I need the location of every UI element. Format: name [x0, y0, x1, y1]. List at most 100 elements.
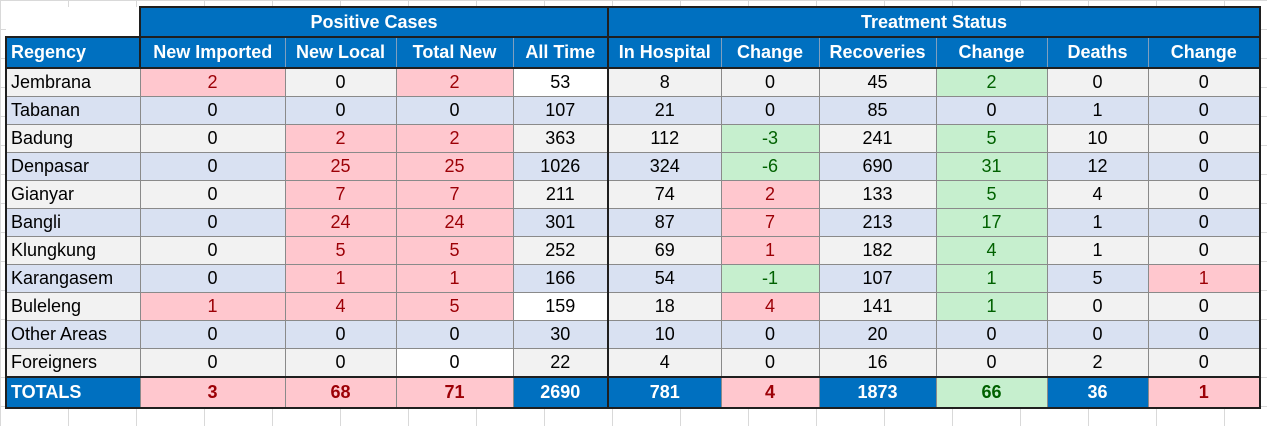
cell-all-time[interactable]: 211 — [512, 180, 610, 209]
cell-all-time[interactable]: 252 — [512, 236, 610, 265]
cell-regency[interactable]: Klungkung — [5, 236, 141, 265]
cell-recoveries[interactable]: 107 — [818, 264, 937, 293]
cell-new-local[interactable]: 0 — [284, 348, 397, 378]
cell-new-imported[interactable]: 0 — [139, 180, 286, 209]
cell-hospital-change[interactable]: 0 — [720, 348, 820, 378]
cell-new-local[interactable]: 24 — [284, 208, 397, 237]
cell-recoveries-change[interactable]: 5 — [935, 124, 1048, 153]
cell-total-new[interactable]: 24 — [395, 208, 514, 237]
cell-total-new[interactable]: 7 — [395, 180, 514, 209]
cell-deaths-change[interactable]: 0 — [1147, 208, 1262, 237]
cell-deaths-change[interactable]: 0 — [1147, 152, 1262, 181]
cell-new-imported[interactable]: 0 — [139, 236, 286, 265]
cell-new-local[interactable]: 0 — [284, 96, 397, 125]
cell-hospital-change[interactable]: -3 — [720, 124, 820, 153]
cell-new-imported[interactable]: 0 — [139, 264, 286, 293]
cell-recoveries-change[interactable]: 0 — [935, 96, 1048, 125]
cell-total-new[interactable]: 25 — [395, 152, 514, 181]
cell-recoveries[interactable]: 141 — [818, 292, 937, 321]
cell-new-imported[interactable]: 0 — [139, 348, 286, 378]
cell-total-new[interactable]: 2 — [395, 124, 514, 153]
cell-regency[interactable]: Tabanan — [5, 96, 141, 125]
cell-hospital-change[interactable]: 0 — [720, 320, 820, 349]
cell-new-local[interactable]: 4 — [284, 292, 397, 321]
cell-hospital-change[interactable]: 0 — [720, 67, 820, 97]
cell-new-imported[interactable]: 0 — [139, 124, 286, 153]
cell-in-hospital[interactable]: 324 — [607, 152, 722, 181]
cell-hospital-change[interactable]: 7 — [720, 208, 820, 237]
cell-recoveries-change[interactable]: 2 — [935, 67, 1048, 97]
total-deaths-change[interactable]: 1 — [1147, 376, 1262, 409]
cell-all-time[interactable]: 1026 — [512, 152, 610, 181]
cell-new-local[interactable]: 5 — [284, 236, 397, 265]
cell-recoveries-change[interactable]: 5 — [935, 180, 1048, 209]
cell-deaths[interactable]: 10 — [1046, 124, 1149, 153]
cell-total-new[interactable]: 0 — [395, 96, 514, 125]
cell-hospital-change[interactable]: 1 — [720, 236, 820, 265]
cell-new-imported[interactable]: 0 — [139, 96, 286, 125]
cell-in-hospital[interactable]: 21 — [607, 96, 722, 125]
cell-new-imported[interactable]: 0 — [139, 320, 286, 349]
cell-deaths-change[interactable]: 0 — [1147, 292, 1262, 321]
cell-hospital-change[interactable]: 0 — [720, 96, 820, 125]
cell-hospital-change[interactable]: 2 — [720, 180, 820, 209]
cell-recoveries-change[interactable]: 4 — [935, 236, 1048, 265]
cell-recoveries-change[interactable]: 0 — [935, 348, 1048, 378]
cell-in-hospital[interactable]: 8 — [607, 67, 722, 97]
total-recoveries[interactable]: 1873 — [818, 376, 937, 409]
cell-deaths-change[interactable]: 0 — [1147, 236, 1262, 265]
cell-new-local[interactable]: 0 — [284, 67, 397, 97]
cell-regency[interactable]: Gianyar — [5, 180, 141, 209]
cell-deaths[interactable]: 1 — [1046, 236, 1149, 265]
cell-in-hospital[interactable]: 69 — [607, 236, 722, 265]
cell-new-imported[interactable]: 1 — [139, 292, 286, 321]
cell-total-new[interactable]: 2 — [395, 67, 514, 97]
cell-all-time[interactable]: 22 — [512, 348, 610, 378]
cell-in-hospital[interactable]: 4 — [607, 348, 722, 378]
cell-recoveries-change[interactable]: 1 — [935, 264, 1048, 293]
cell-recoveries[interactable]: 213 — [818, 208, 937, 237]
cell-recoveries[interactable]: 690 — [818, 152, 937, 181]
total-recoveries-change[interactable]: 66 — [935, 376, 1048, 409]
cell-total-new[interactable]: 0 — [395, 320, 514, 349]
cell-recoveries[interactable]: 20 — [818, 320, 937, 349]
cell-new-local[interactable]: 7 — [284, 180, 397, 209]
cell-deaths-change[interactable]: 0 — [1147, 348, 1262, 378]
cell-new-imported[interactable]: 0 — [139, 152, 286, 181]
cell-deaths-change[interactable]: 0 — [1147, 320, 1262, 349]
cell-regency[interactable]: Bangli — [5, 208, 141, 237]
cell-in-hospital[interactable]: 112 — [607, 124, 722, 153]
cell-recoveries-change[interactable]: 1 — [935, 292, 1048, 321]
cell-deaths[interactable]: 1 — [1046, 96, 1149, 125]
total-new-local[interactable]: 68 — [284, 376, 397, 409]
cell-deaths[interactable]: 12 — [1046, 152, 1149, 181]
cell-deaths-change[interactable]: 0 — [1147, 96, 1262, 125]
total-all-time[interactable]: 2690 — [512, 376, 610, 409]
cell-deaths-change[interactable]: 0 — [1147, 124, 1262, 153]
total-new-imported[interactable]: 3 — [139, 376, 286, 409]
cell-all-time[interactable]: 363 — [512, 124, 610, 153]
cell-deaths[interactable]: 0 — [1046, 67, 1149, 97]
cell-new-local[interactable]: 2 — [284, 124, 397, 153]
cell-regency[interactable]: Other Areas — [5, 320, 141, 349]
cell-in-hospital[interactable]: 10 — [607, 320, 722, 349]
cell-hospital-change[interactable]: -6 — [720, 152, 820, 181]
cell-deaths[interactable]: 4 — [1046, 180, 1149, 209]
cell-deaths[interactable]: 1 — [1046, 208, 1149, 237]
cell-regency[interactable]: Badung — [5, 124, 141, 153]
cell-regency[interactable]: Foreigners — [5, 348, 141, 378]
cell-recoveries[interactable]: 45 — [818, 67, 937, 97]
cell-total-new[interactable]: 1 — [395, 264, 514, 293]
cell-recoveries-change[interactable]: 31 — [935, 152, 1048, 181]
cell-deaths-change[interactable]: 0 — [1147, 180, 1262, 209]
cell-all-time[interactable]: 159 — [512, 292, 610, 321]
cell-new-local[interactable]: 25 — [284, 152, 397, 181]
cell-all-time[interactable]: 107 — [512, 96, 610, 125]
cell-all-time[interactable]: 53 — [512, 67, 610, 97]
cell-total-new[interactable]: 5 — [395, 236, 514, 265]
cell-regency[interactable]: Buleleng — [5, 292, 141, 321]
cell-in-hospital[interactable]: 54 — [607, 264, 722, 293]
total-total-new[interactable]: 71 — [395, 376, 514, 409]
cell-in-hospital[interactable]: 87 — [607, 208, 722, 237]
cell-regency[interactable]: Karangasem — [5, 264, 141, 293]
